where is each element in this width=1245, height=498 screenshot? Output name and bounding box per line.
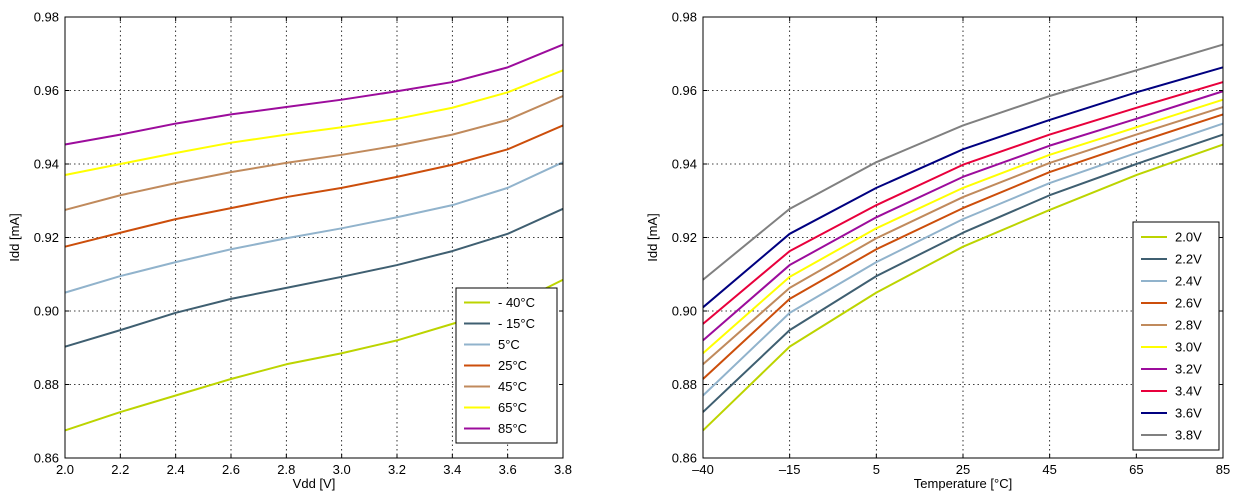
idd-vs-temperature-chart: –40 –15 5 25 45 65 85 0.86 0.88 0.90 0.92 0.94 0.96 0…	[645, 10, 1230, 492]
legend-label: 25°C	[498, 358, 527, 373]
legend-label: 3.2V	[1175, 362, 1202, 377]
legend-label: 2.2V	[1175, 252, 1202, 267]
x-axis-label: Vdd [V]	[293, 476, 336, 491]
y-axis-label: Idd [mA]	[645, 213, 660, 261]
y-tick-label: 0.90	[672, 304, 697, 319]
x-axis-label: Temperature [°C]	[914, 476, 1012, 491]
y-tick-label: 0.94	[672, 157, 697, 172]
legend-label: 2.8V	[1175, 318, 1202, 333]
x-tick-label: 45	[1042, 462, 1056, 477]
x-tick-label: 2.6	[222, 462, 240, 477]
series-line-5	[64, 95, 564, 211]
x-tick-label: 3.2	[388, 462, 406, 477]
x-tick-label: 3.0	[333, 462, 351, 477]
series-line-6	[64, 69, 564, 177]
legend-label: 65°C	[498, 400, 527, 415]
y-tick-label: 0.96	[34, 83, 59, 98]
legend-label: - 15°C	[498, 316, 535, 331]
series-line-7	[702, 90, 1224, 342]
y-tick-label: 0.92	[672, 230, 697, 245]
x-tick-label: 65	[1129, 462, 1143, 477]
y-tick-label: 0.86	[34, 451, 59, 466]
x-tick-label: 3.4	[443, 462, 461, 477]
x-tick-label: 85	[1216, 462, 1230, 477]
x-tick-label: –40	[692, 462, 714, 477]
y-tick-label: 0.88	[34, 377, 59, 392]
series-line-6	[702, 98, 1224, 355]
axis-ticks: 2.0 2.2 2.4 2.6 2.8 3.0 3.2 3.4 3.6 3.8 0.86 0.88 0.…	[34, 10, 572, 478]
legend-label: 5°C	[498, 337, 520, 352]
y-tick-label: 0.98	[672, 10, 697, 25]
idd-vs-vdd-chart: 2.0 2.2 2.4 2.6 2.8 3.0 3.2 3.4 3.6 3.8 0.86 0.88 0.…	[7, 10, 572, 492]
y-tick-label: 0.88	[672, 377, 697, 392]
series-line-2	[64, 207, 564, 348]
series-line-10	[702, 43, 1224, 281]
x-tick-label: 3.8	[554, 462, 572, 477]
x-tick-label: 3.6	[499, 462, 517, 477]
x-tick-label: 2.0	[56, 462, 74, 477]
x-tick-label: 25	[956, 462, 970, 477]
legend-label: 3.8V	[1175, 428, 1202, 443]
legend-label: 2.6V	[1175, 296, 1202, 311]
y-axis-label: Idd [mA]	[7, 213, 22, 261]
series-line-4	[702, 113, 1224, 380]
legend: - 40°C - 15°C 5°C 25°C 45°C 65°C 85°C	[455, 287, 558, 444]
legend: 2.0V 2.2V 2.4V 2.6V 2.8V 3.0V 3.2V 3.4V 3.6V 3.8V	[1132, 221, 1220, 451]
series-line-2	[702, 133, 1224, 413]
y-tick-label: 0.94	[34, 157, 59, 172]
legend-label: 3.4V	[1175, 384, 1202, 399]
legend-label: 85°C	[498, 421, 527, 436]
series-line-7	[64, 43, 564, 146]
x-tick-label: 2.4	[167, 462, 185, 477]
series-line-5	[702, 106, 1224, 366]
series-line-1	[702, 143, 1224, 432]
axis-ticks: –40 –15 5 25 45 65 85 0.86 0.88 0.90 0.92 0.94 0.96 0…	[672, 10, 1231, 478]
legend-label: 45°C	[498, 379, 527, 394]
y-tick-label: 0.96	[672, 83, 697, 98]
series-line-4	[64, 124, 564, 248]
series-line-3	[702, 122, 1224, 397]
legend-label: 3.6V	[1175, 406, 1202, 421]
x-tick-label: 2.2	[111, 462, 129, 477]
series-line-3	[64, 161, 564, 294]
y-tick-label: 0.92	[34, 230, 59, 245]
legend-label: - 40°C	[498, 295, 535, 310]
legend-label: 2.0V	[1175, 230, 1202, 245]
legend-label: 2.4V	[1175, 274, 1202, 289]
x-tick-label: –15	[779, 462, 801, 477]
series-group	[64, 43, 564, 432]
y-tick-label: 0.86	[672, 451, 697, 466]
y-tick-label: 0.98	[34, 10, 59, 25]
series-line-8	[702, 81, 1224, 325]
x-tick-label: 5	[873, 462, 880, 477]
series-group	[702, 43, 1224, 432]
legend-label: 3.0V	[1175, 340, 1202, 355]
gridlines	[65, 17, 563, 458]
y-tick-label: 0.90	[34, 304, 59, 319]
series-line-9	[702, 66, 1224, 309]
x-tick-label: 2.8	[277, 462, 295, 477]
